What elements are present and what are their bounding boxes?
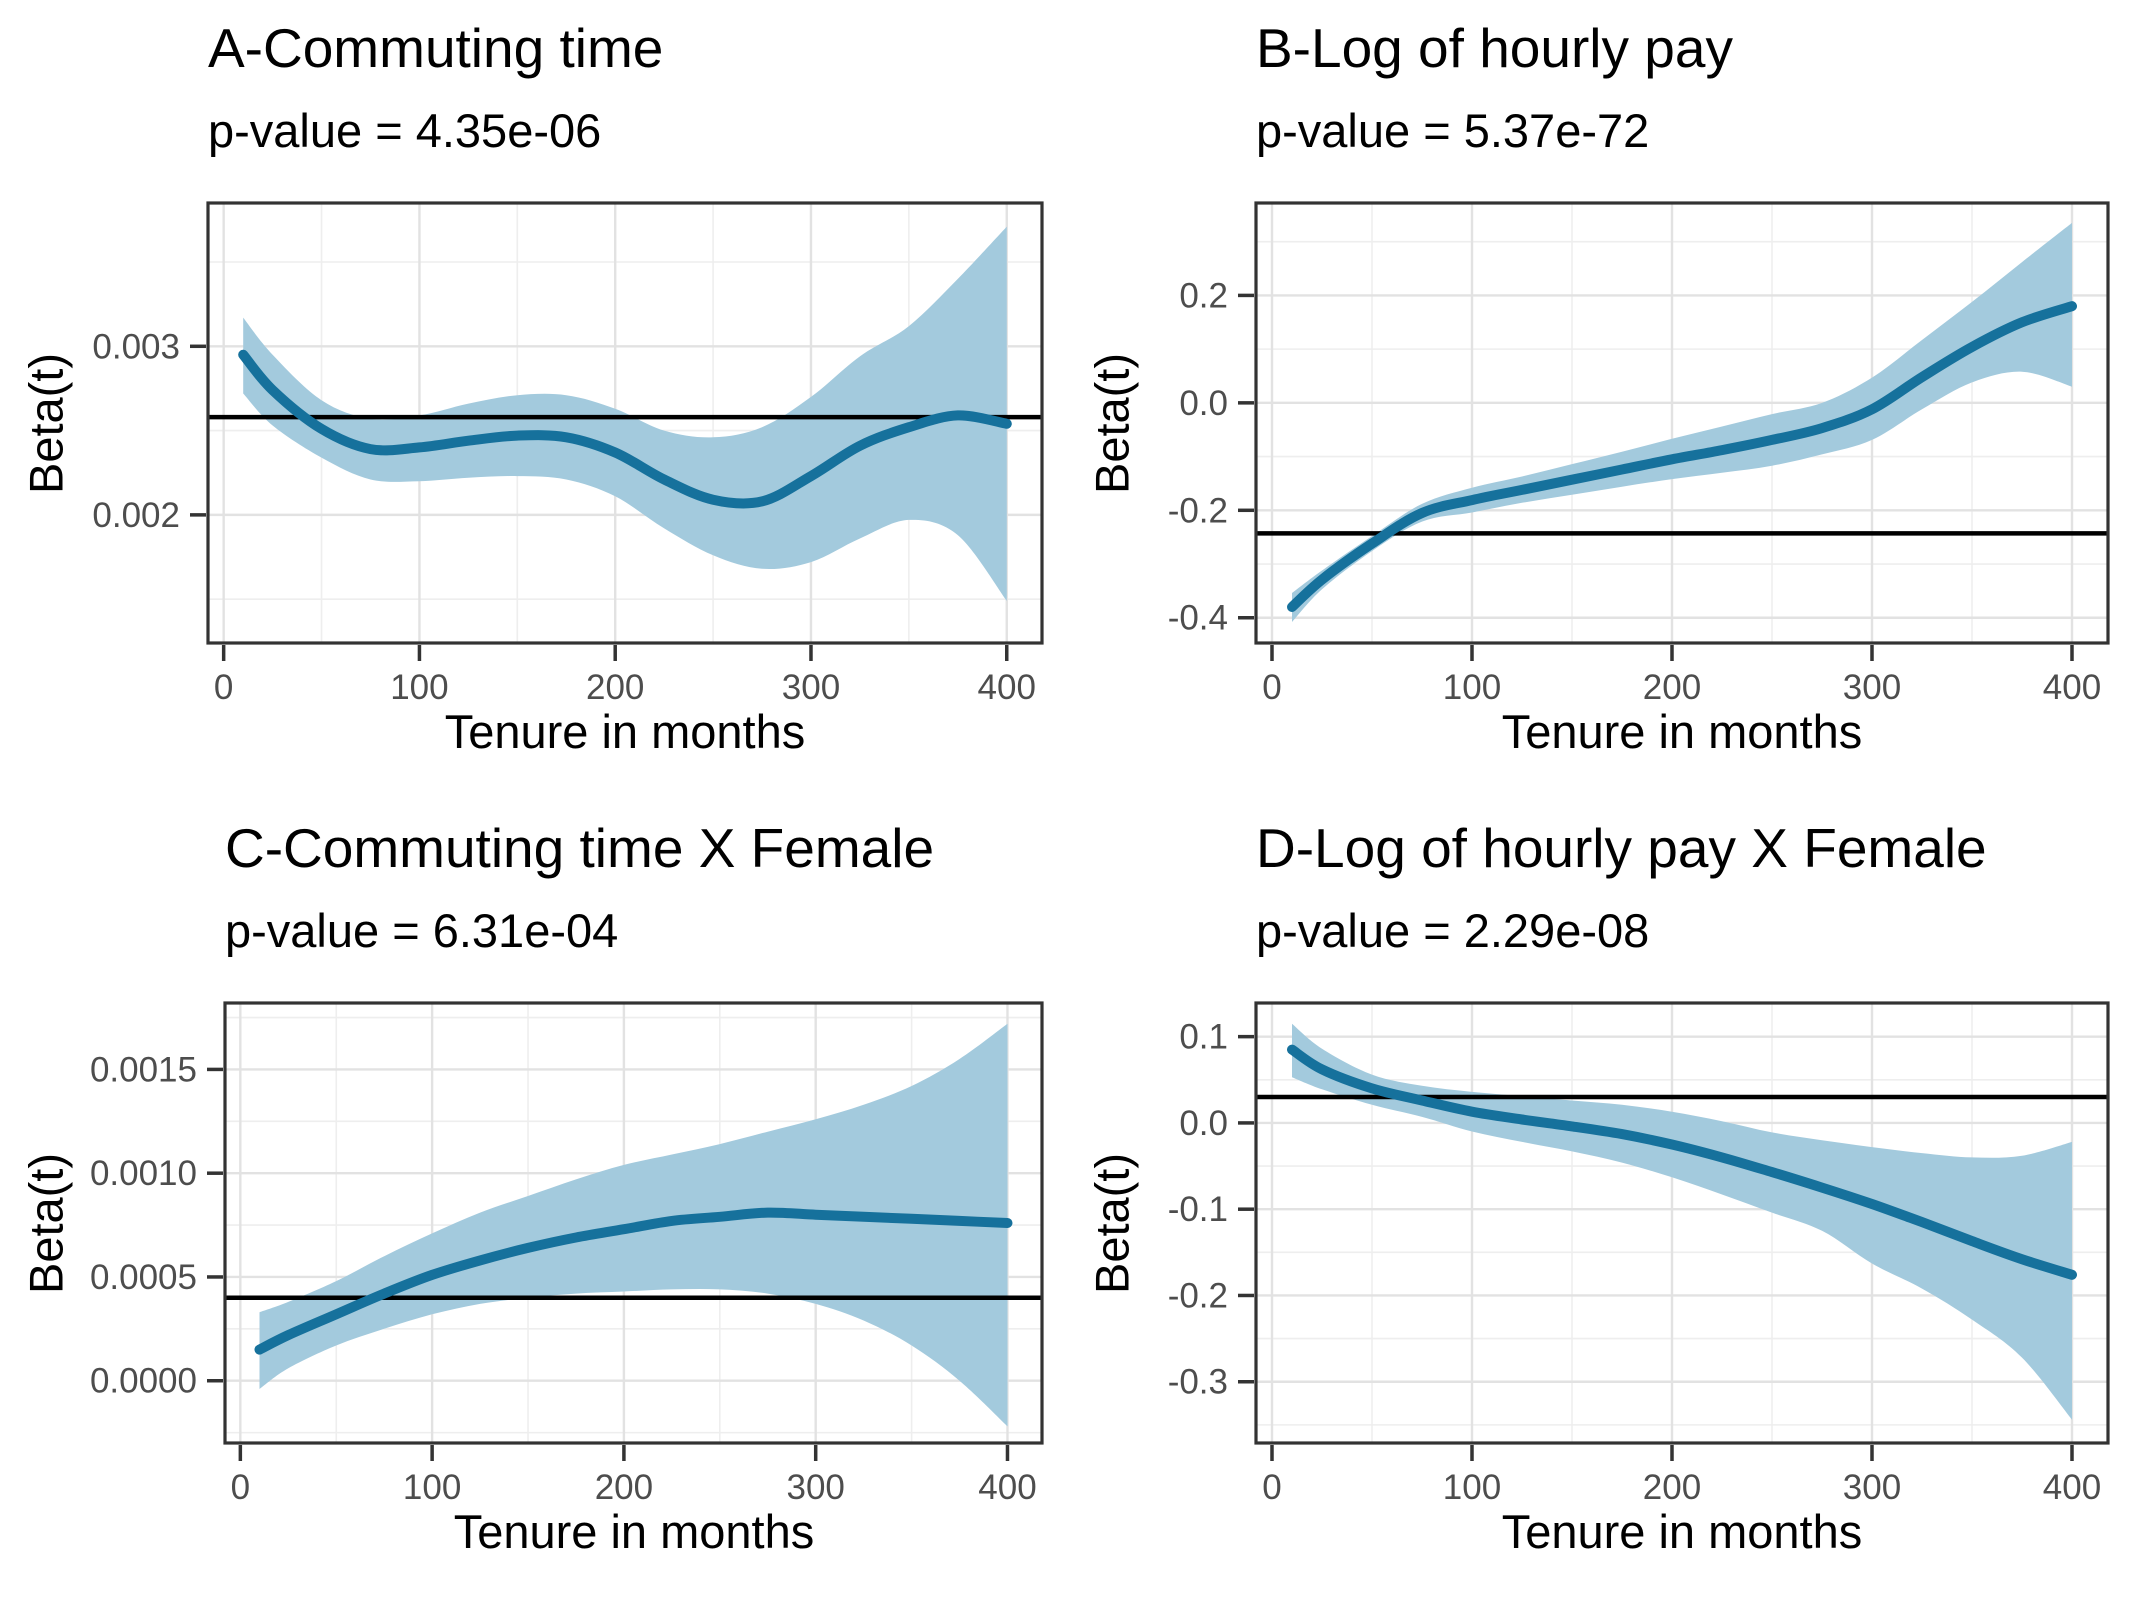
y-tick-label: 0.0: [1179, 1104, 1228, 1143]
y-tick-label: 0.003: [92, 327, 180, 366]
panel-pvalue-subtitle: p-value = 2.29e-08: [1256, 904, 1650, 957]
x-tick-label: 100: [403, 1468, 461, 1507]
y-tick-label: -0.4: [1168, 599, 1228, 638]
panel-border: [223, 1001, 1044, 1445]
panel-title: C-Commuting time X Female: [225, 817, 935, 879]
x-tick-label: 200: [1643, 668, 1701, 707]
y-tick-label: -0.2: [1168, 491, 1228, 530]
x-axis-title: Tenure in months: [453, 1505, 815, 1558]
panel-d-log-hourly-pay-x-female: D-Log of hourly pay X Female p-value = 2…: [1066, 800, 2133, 1600]
x-tick-label: 0: [214, 668, 233, 707]
panel-title: B-Log of hourly pay: [1256, 17, 1733, 79]
plot-area: 0 100 200 300 400 0.0000 0.0005 0.0010 0.0015: [90, 1001, 1044, 1507]
confidence-band: [243, 226, 1007, 601]
panel-border: [1254, 201, 2110, 645]
x-axis-title: Tenure in months: [444, 705, 806, 758]
y-tick-label: 0.2: [1179, 276, 1228, 315]
y-tick-label: 0.0: [1179, 384, 1228, 423]
confidence-band: [1292, 1023, 2072, 1420]
x-tick-label: 400: [978, 1468, 1036, 1507]
x-tick-label: 300: [1843, 668, 1901, 707]
x-tick-label: 400: [978, 668, 1036, 707]
y-tick-label: 0.0010: [90, 1154, 197, 1193]
panel-title: D-Log of hourly pay X Female: [1256, 817, 1987, 879]
beta-curve: [238, 349, 1012, 509]
x-tick-label: 0: [1262, 668, 1281, 707]
x-tick-label: 100: [1443, 668, 1501, 707]
y-tick-label: 0.1: [1179, 1018, 1228, 1057]
panel-pvalue-subtitle: p-value = 5.37e-72: [1256, 104, 1650, 157]
panel-border: [1254, 1001, 2110, 1445]
y-tick-label: -0.2: [1168, 1276, 1228, 1315]
panel-title: A-Commuting time: [208, 17, 664, 79]
x-tick-label: 200: [586, 668, 644, 707]
y-tick-label: 0.0000: [90, 1362, 197, 1401]
panel-background: [1256, 203, 2108, 643]
y-tick-label: -0.3: [1168, 1363, 1228, 1402]
panel-b-log-hourly-pay: B-Log of hourly pay p-value = 5.37e-72 B…: [1066, 0, 2133, 800]
y-tick-label: 0.0005: [90, 1258, 197, 1297]
panel-c-commuting-time-x-female: C-Commuting time X Female p-value = 6.31…: [0, 800, 1066, 1600]
plot-area: 0 100 200 300 400 -0.4 -0.2 0.0 0.2: [1168, 201, 2110, 707]
panel-pvalue-subtitle: p-value = 6.31e-04: [225, 904, 619, 957]
x-tick-label: 300: [782, 668, 840, 707]
beta-curve: [1287, 1044, 2077, 1280]
x-axis-title: Tenure in months: [1501, 1505, 1863, 1558]
x-tick-label: 100: [1443, 1468, 1501, 1507]
y-tick-label: -0.1: [1168, 1190, 1228, 1229]
panel-a-commuting-time: A-Commuting time p-value = 4.35e-06 Beta…: [0, 0, 1066, 800]
beta-curve: [1287, 301, 2077, 612]
beta-curve: [254, 1207, 1013, 1355]
x-axis-title: Tenure in months: [1501, 705, 1863, 758]
x-tick-label: 300: [1843, 1468, 1901, 1507]
plot-area: 0 100 200 300 400 0.002 0.003: [92, 201, 1044, 707]
x-tick-label: 100: [390, 668, 448, 707]
x-tick-label: 0: [231, 1468, 250, 1507]
x-tick-label: 300: [786, 1468, 844, 1507]
panel-border: [206, 201, 1044, 645]
panel-pvalue-subtitle: p-value = 4.35e-06: [208, 104, 602, 157]
x-tick-label: 0: [1262, 1468, 1281, 1507]
x-tick-label: 200: [595, 1468, 653, 1507]
plot-area: 0 100 200 300 400 -0.3 -0.2 -0.1 0.0 0.1: [1168, 1001, 2110, 1507]
x-tick-label: 400: [2043, 668, 2101, 707]
y-tick-label: 0.0015: [90, 1050, 197, 1089]
x-tick-label: 200: [1643, 1468, 1701, 1507]
y-tick-label: 0.002: [92, 496, 180, 535]
x-tick-label: 400: [2043, 1468, 2101, 1507]
